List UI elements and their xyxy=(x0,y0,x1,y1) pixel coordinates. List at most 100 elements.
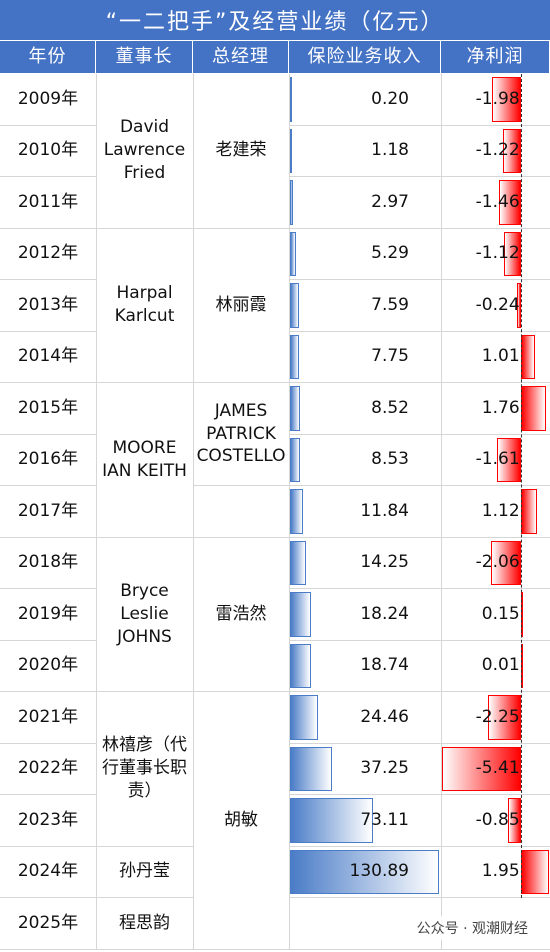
revenue-bar xyxy=(290,386,300,431)
revenue-bar xyxy=(290,643,312,688)
profit-bar xyxy=(502,128,521,173)
zero-axis xyxy=(520,74,522,898)
profit-cell: -1.22 xyxy=(441,126,550,177)
header-cell: 总经理 xyxy=(193,41,289,74)
revenue-value: 0.20 xyxy=(371,88,409,109)
year-cell: 2016年 xyxy=(0,434,97,486)
profit-cell: -1.46 xyxy=(441,177,550,229)
profit-bar xyxy=(504,231,521,276)
manager-cell: 胡敏 xyxy=(193,692,290,950)
chairman-cell: Harpal Karlcut xyxy=(96,228,194,383)
profit-bar xyxy=(491,77,521,122)
profit-bar xyxy=(487,695,521,740)
manager-cell: 雷浩然 xyxy=(193,537,290,692)
profit-bar xyxy=(442,746,521,791)
profit-value: 0.01 xyxy=(481,655,520,676)
profit-value: -1.61 xyxy=(475,449,520,470)
profit-cell: 0.01 xyxy=(441,641,550,692)
revenue-value: 8.52 xyxy=(371,397,409,418)
revenue-cell: 8.53 xyxy=(289,434,442,486)
profit-cell: -5.41 xyxy=(441,744,550,795)
revenue-value: 8.53 xyxy=(371,449,409,470)
revenue-bar xyxy=(290,334,299,379)
profit-cell: 1.01 xyxy=(441,332,550,383)
profit-bar xyxy=(520,386,547,431)
revenue-bar xyxy=(290,128,292,173)
revenue-value: 7.59 xyxy=(371,294,409,315)
year-cell: 2021年 xyxy=(0,692,97,744)
year-cell: 2020年 xyxy=(0,640,97,692)
manager-cell: 老建荣 xyxy=(193,74,290,229)
revenue-value: 73.11 xyxy=(360,809,409,830)
revenue-bar xyxy=(290,283,299,328)
manager-cell xyxy=(193,486,290,538)
profit-cell: -1.98 xyxy=(441,74,550,126)
revenue-cell: 14.25 xyxy=(289,537,442,589)
profit-cell: 0.15 xyxy=(441,589,550,641)
revenue-value: 7.75 xyxy=(371,346,409,367)
revenue-bar xyxy=(290,695,318,740)
revenue-value: 1.18 xyxy=(371,140,409,161)
revenue-value: 18.24 xyxy=(360,603,409,624)
header-cell: 年份 xyxy=(0,41,96,74)
revenue-cell: 24.46 xyxy=(289,692,442,744)
year-cell: 2018年 xyxy=(0,537,97,589)
year-cell: 2012年 xyxy=(0,228,97,280)
header-cell: 净利润 xyxy=(441,41,550,74)
revenue-bar xyxy=(290,540,307,585)
revenue-cell: 130.89 xyxy=(289,846,442,898)
revenue-value: 2.97 xyxy=(371,191,409,212)
revenue-bar xyxy=(290,180,294,225)
profit-bar xyxy=(520,334,536,379)
profit-value: 1.01 xyxy=(481,346,520,367)
revenue-cell: 18.74 xyxy=(289,640,442,692)
revenue-cell: 7.59 xyxy=(289,280,442,332)
profit-value: -1.12 xyxy=(475,243,520,264)
year-cell: 2022年 xyxy=(0,743,97,795)
manager-cell: JAMES PATRICK COSTELLO xyxy=(193,383,290,486)
profit-value: 1.76 xyxy=(481,397,520,418)
year-cell: 2019年 xyxy=(0,589,97,641)
footer: 公众号 · 观潮财经 xyxy=(412,916,532,940)
year-cell: 2024年 xyxy=(0,846,97,898)
revenue-value: 37.25 xyxy=(360,758,409,779)
year-cell: 2025年 xyxy=(0,898,97,950)
profit-value: -1.22 xyxy=(475,140,520,161)
revenue-bar xyxy=(290,849,439,894)
revenue-bar xyxy=(290,489,304,534)
revenue-value: 18.74 xyxy=(360,655,409,676)
profit-cell: -2.06 xyxy=(441,538,550,589)
chairman-cell: 程思韵 xyxy=(96,898,194,950)
year-cell: 2011年 xyxy=(0,177,97,229)
revenue-bar xyxy=(290,231,297,276)
year-cell: 2014年 xyxy=(0,331,97,383)
profit-value: -0.85 xyxy=(475,809,520,830)
profit-cell: 1.95 xyxy=(441,847,550,898)
year-cell: 2023年 xyxy=(0,795,97,847)
revenue-bar xyxy=(290,437,300,482)
profit-value: -2.25 xyxy=(475,706,520,727)
revenue-bar xyxy=(290,798,374,843)
profit-cell: -0.24 xyxy=(441,280,550,332)
manager-cell: 林丽霞 xyxy=(193,228,290,383)
profit-bar xyxy=(517,283,521,328)
profit-cell: -1.61 xyxy=(441,435,550,486)
profit-cell: -2.25 xyxy=(441,692,550,744)
profit-value: 0.15 xyxy=(481,603,520,624)
revenue-cell: 37.25 xyxy=(289,743,442,795)
profit-value: -0.24 xyxy=(475,294,520,315)
revenue-cell: 8.52 xyxy=(289,383,442,435)
profit-cell: -1.12 xyxy=(441,229,550,280)
year-cell: 2009年 xyxy=(0,74,97,126)
revenue-bar xyxy=(290,592,311,637)
profit-bar xyxy=(499,180,521,225)
revenue-cell: 0.20 xyxy=(289,74,442,126)
header-cell: 董事长 xyxy=(96,41,193,74)
title: “一二把手”及经营业绩（亿元） xyxy=(0,0,550,40)
profit-value: 1.12 xyxy=(481,500,520,521)
revenue-cell: 11.84 xyxy=(289,486,442,538)
profit-value: -5.41 xyxy=(475,758,520,779)
revenue-value: 11.84 xyxy=(360,500,409,521)
year-cell: 2013年 xyxy=(0,280,97,332)
